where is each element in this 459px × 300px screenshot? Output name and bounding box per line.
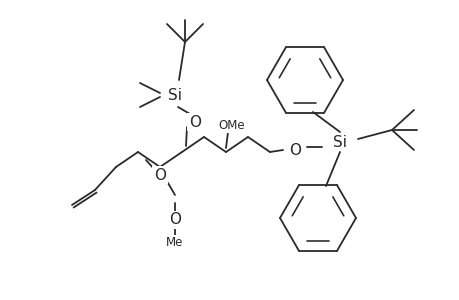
Text: O: O: [189, 115, 201, 130]
Text: O: O: [168, 212, 180, 227]
Text: O: O: [288, 142, 300, 158]
Text: Si: Si: [168, 88, 182, 103]
Text: Si: Si: [332, 134, 346, 149]
Text: O: O: [154, 167, 166, 182]
Text: Me: Me: [166, 236, 183, 250]
Text: OMe: OMe: [218, 118, 245, 131]
